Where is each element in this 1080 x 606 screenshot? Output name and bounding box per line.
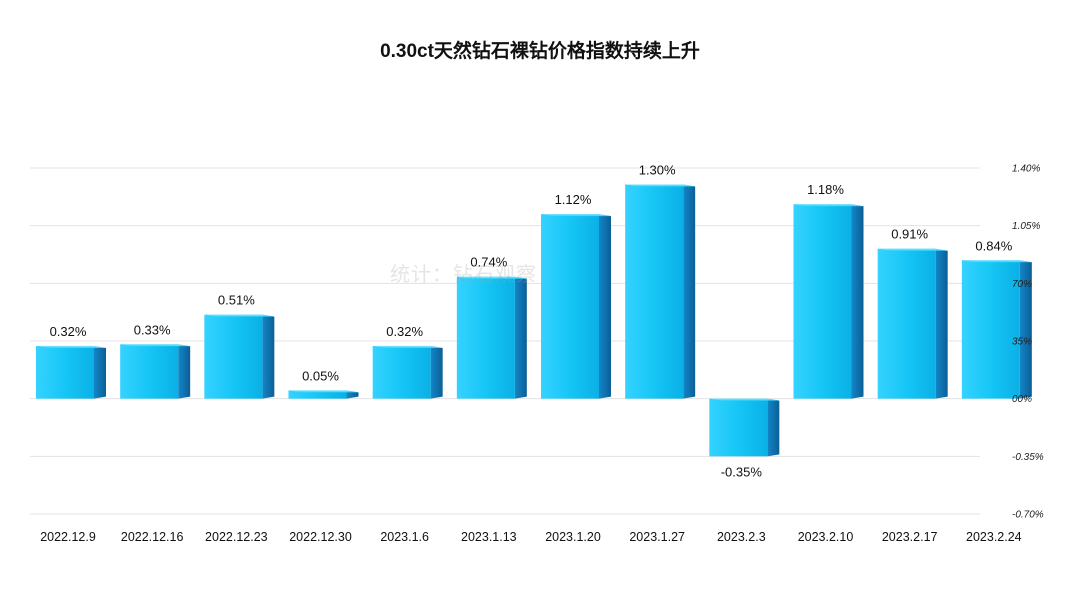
x-tick-label: 2023.1.20	[545, 530, 601, 544]
bar-front	[793, 204, 852, 399]
bar-top	[793, 204, 864, 207]
bar	[36, 345, 106, 399]
data-label: 0.84%	[975, 238, 1012, 253]
bar-front	[709, 398, 768, 457]
bar	[625, 184, 696, 399]
bar-top	[541, 214, 611, 217]
data-label: 0.33%	[134, 322, 171, 337]
bar-side	[935, 248, 948, 399]
bar-top	[709, 398, 780, 401]
data-label: -0.35%	[721, 464, 763, 479]
bar-front	[625, 184, 684, 399]
bar-side	[514, 276, 527, 399]
bar-top	[288, 390, 359, 393]
x-tick-label: 2022.12.9	[40, 530, 96, 544]
y-tick-label: 00%	[1012, 394, 1032, 405]
x-tick-label: 2022.12.23	[205, 530, 268, 544]
bar-side	[346, 390, 359, 399]
bar-side	[851, 204, 864, 399]
bar	[456, 276, 527, 399]
bar-side	[599, 214, 611, 399]
y-tick-label: 70%	[1012, 279, 1032, 290]
bar	[372, 345, 443, 399]
bar-front	[541, 214, 599, 399]
data-label: 0.74%	[470, 255, 507, 270]
data-label: 1.12%	[555, 192, 592, 207]
bar-front	[372, 345, 431, 399]
x-tick-label: 2023.1.6	[380, 530, 429, 544]
bar	[877, 248, 948, 399]
watermark: 统计：钻石观察	[390, 264, 537, 286]
bar-side	[683, 184, 696, 399]
bar-front	[204, 314, 263, 399]
bar-front	[456, 276, 515, 399]
y-axis-ticks: 1.40% 1.05% 70% 35% 00% -0.35% -0.70%	[1012, 164, 1044, 521]
x-tick-label: 2023.2.3	[717, 530, 766, 544]
bar-front	[120, 344, 179, 399]
x-axis-ticks: 2022.12.9 2022.12.16 2022.12.23 2022.12.30 2…	[40, 530, 1021, 544]
bar-top	[625, 184, 696, 187]
x-tick-label: 2023.2.24	[966, 530, 1022, 544]
data-label: 0.05%	[302, 368, 339, 383]
y-tick-label: 1.05%	[1012, 221, 1040, 232]
bar-side	[178, 344, 191, 399]
bar-side	[262, 314, 275, 399]
bar-side	[1019, 260, 1032, 399]
data-label: 1.18%	[807, 182, 844, 197]
y-tick-label: 35%	[1012, 337, 1032, 348]
bars	[36, 184, 1032, 457]
bar-front	[877, 248, 936, 399]
data-label: 0.32%	[50, 324, 87, 339]
x-tick-label: 2023.1.13	[461, 530, 517, 544]
x-tick-label: 2023.2.17	[882, 530, 938, 544]
bar-side	[430, 345, 443, 399]
bar	[204, 314, 275, 399]
bar-front	[36, 345, 94, 399]
bar-side	[94, 345, 106, 399]
bar-side	[767, 398, 780, 457]
data-label: 0.51%	[218, 293, 255, 308]
bar	[120, 344, 191, 399]
y-tick-label: -0.35%	[1012, 452, 1044, 463]
x-tick-label: 2022.12.30	[289, 530, 352, 544]
bar-top	[372, 345, 443, 348]
bar-top	[36, 345, 106, 348]
x-tick-label: 2023.1.27	[629, 530, 685, 544]
bar-top	[961, 260, 1032, 263]
bar	[793, 204, 864, 399]
bar-front	[288, 390, 347, 399]
chart-title: 0.30ct天然钻石裸钻价格指数持续上升	[380, 41, 700, 62]
data-label: 0.32%	[386, 324, 423, 339]
data-label: 1.30%	[639, 162, 676, 177]
bar-top	[120, 344, 191, 347]
bar-top	[204, 314, 275, 317]
bar	[961, 260, 1032, 399]
bar-front	[961, 260, 1020, 399]
bar-top	[877, 248, 948, 251]
x-tick-label: 2022.12.16	[121, 530, 184, 544]
bar-top	[456, 276, 527, 279]
bar	[709, 398, 780, 457]
data-label: 0.91%	[891, 227, 928, 242]
bar	[541, 214, 611, 399]
bar	[288, 390, 359, 399]
x-tick-label: 2023.2.10	[798, 530, 854, 544]
data-labels: 0.32% 0.33% 0.51% 0.05% 0.32% 0.74% 1.12% 1.30%…	[50, 162, 1013, 479]
y-tick-label: 1.40%	[1012, 164, 1040, 175]
y-tick-label: -0.70%	[1012, 510, 1044, 521]
